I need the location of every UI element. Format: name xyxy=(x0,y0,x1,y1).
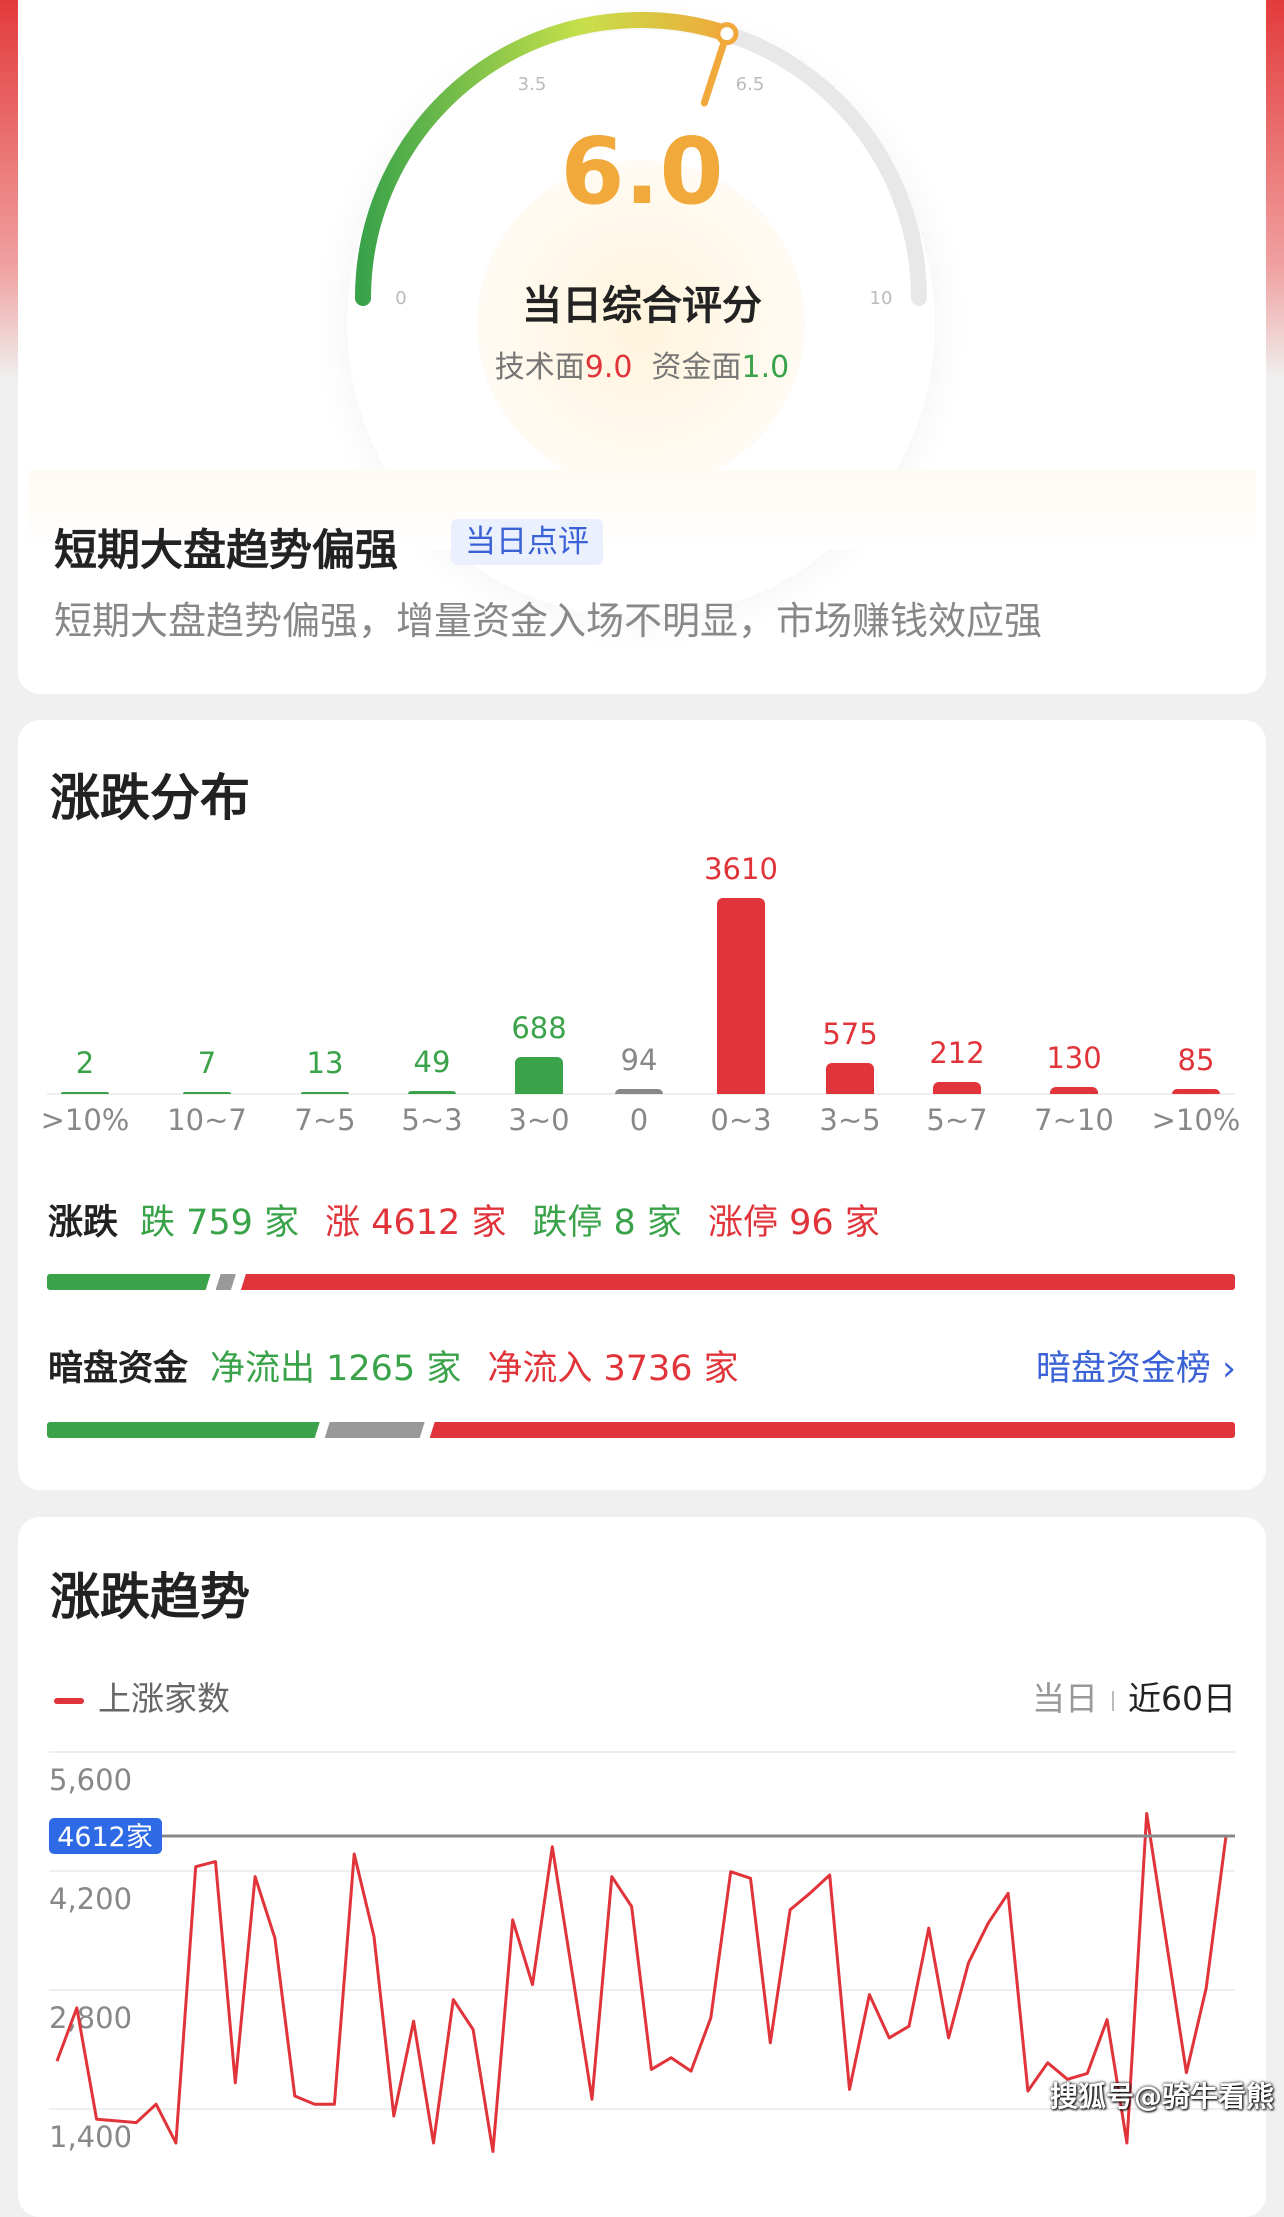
tech-label: 技术面 xyxy=(494,350,585,385)
dark-pool-ranking-link[interactable]: 暗盘资金榜 › xyxy=(1036,1340,1236,1391)
bar-value-label: 688 xyxy=(511,1010,567,1045)
flat-segment xyxy=(216,1274,236,1290)
bar-value-label: 130 xyxy=(1046,1040,1102,1075)
outflow-segment xyxy=(47,1422,320,1438)
range-today[interactable]: 当日 xyxy=(1032,1679,1098,1718)
distribution-bar xyxy=(1172,1089,1220,1094)
fall-count: 跌 759 家 xyxy=(140,1203,300,1243)
watermark: 搜狐号@骑牛看熊 xyxy=(1050,2080,1275,2113)
gauge-center xyxy=(477,160,805,488)
rise-count: 涨 4612 家 xyxy=(325,1203,507,1243)
inflow-segment xyxy=(429,1422,1235,1438)
bar-category-label: 0~3 xyxy=(710,1103,772,1137)
bar-value-label: 3610 xyxy=(704,852,778,886)
gauge-tick-label: 0 xyxy=(395,288,406,309)
score-value: 6.0 xyxy=(560,118,724,225)
review-band xyxy=(28,470,1256,550)
dark-pool-row: 暗盘资金 净流出 1265 家净流入 3736 家 xyxy=(48,1340,765,1391)
net-outflow-count: 净流出 1265 家 xyxy=(210,1349,462,1389)
score-breakdown: 技术面9.0 资金面1.0 xyxy=(18,342,1266,386)
gauge-tick-label: 3.5 xyxy=(518,74,547,95)
rise-segment xyxy=(240,1274,1235,1290)
gauge-tick-label: 6.5 xyxy=(736,74,765,95)
distribution-bar xyxy=(515,1056,563,1094)
series-line-rising-count xyxy=(55,1812,1228,2153)
distribution-card: 涨跌分布 2 >10% 7 10~7 13 7~5 49 5~3 688 3~0 94 0 3610 0~… xyxy=(18,720,1266,1490)
limit-down-count: 跌停 8 家 xyxy=(532,1203,682,1243)
range-divider xyxy=(1112,1690,1114,1711)
trend-legend: 上涨家数 xyxy=(54,1672,230,1720)
bar-value-label: 49 xyxy=(413,1045,451,1080)
distribution-bar xyxy=(61,1092,109,1094)
bar-category-label: 3~5 xyxy=(819,1103,881,1137)
distribution-bar xyxy=(615,1088,663,1094)
gauge-knob xyxy=(715,22,739,46)
gauge-needle xyxy=(700,30,731,107)
distribution-title: 涨跌分布 xyxy=(50,769,250,827)
distribution-bar xyxy=(717,898,765,1094)
bar-category-label: 7~10 xyxy=(1034,1103,1114,1137)
range-60d[interactable]: 近60日 xyxy=(1128,1679,1236,1718)
dark-pool-ranking-label: 暗盘资金榜 xyxy=(1035,1349,1211,1389)
review-title: 短期大盘趋势偏强 xyxy=(54,526,398,576)
bar-category-label: 5~3 xyxy=(401,1103,463,1137)
limit-up-count: 涨停 96 家 xyxy=(707,1203,880,1243)
fund-label: 资金面 xyxy=(651,350,742,385)
updown-label: 涨跌 xyxy=(48,1203,119,1243)
bar-value-label: 575 xyxy=(822,1016,878,1051)
dark-pool-ratio-bar xyxy=(47,1422,1235,1438)
score-card: 0 3.5 6.5 10 6.0 当日综合评分 技术面9.0 资金面1.0 短期大盘趋… xyxy=(18,0,1266,694)
bar-category-label: 10~7 xyxy=(167,1103,247,1137)
distribution-chart: 2 >10% 7 10~7 13 7~5 49 5~3 688 3~0 94 0 3610 0~3 575 3… xyxy=(18,720,1266,1150)
bar-category-label: 5~7 xyxy=(926,1103,988,1137)
distribution-bar xyxy=(408,1091,456,1094)
distribution-bar xyxy=(933,1082,981,1094)
neutral-segment xyxy=(325,1422,425,1438)
right-edge-decoration xyxy=(1264,0,1284,380)
net-inflow-count: 净流入 3736 家 xyxy=(487,1349,739,1389)
bar-category-label: >10% xyxy=(40,1103,130,1137)
bar-value-label: 94 xyxy=(620,1042,658,1077)
y-tick-label: 2,800 xyxy=(49,2001,132,2035)
bar-value-label: 85 xyxy=(1177,1043,1215,1078)
y-tick-label: 5,600 xyxy=(49,1763,132,1797)
gauge-value-arc xyxy=(355,12,735,306)
updown-ratio-bar xyxy=(47,1274,1235,1290)
y-tick-label: 1,400 xyxy=(49,2120,132,2154)
range-switch: 当日 近60日 xyxy=(1032,1672,1236,1720)
distribution-bar xyxy=(301,1092,349,1094)
distribution-bar xyxy=(1050,1086,1098,1094)
bar-value-label: 7 xyxy=(197,1046,217,1080)
bar-value-label: 2 xyxy=(75,1046,95,1080)
updown-row: 涨跌跌 759 家涨 4612 家跌停 8 家涨停 96 家 xyxy=(48,1194,906,1245)
distribution-bar xyxy=(826,1062,874,1094)
review-tag: 当日点评 xyxy=(451,519,603,565)
score-title: 当日综合评分 xyxy=(522,283,762,329)
trend-card: 涨跌趋势 上涨家数 当日 近60日 5,600 4,200 2,800 1,400 461… xyxy=(18,1517,1266,2217)
tech-value: 9.0 xyxy=(584,350,633,385)
y-tick-label: 4,200 xyxy=(49,1882,132,1916)
bar-value-label: 212 xyxy=(929,1036,985,1071)
bar-value-label: 13 xyxy=(306,1046,344,1080)
bar-category-label: >10% xyxy=(1151,1103,1241,1137)
fall-segment xyxy=(47,1274,211,1290)
chevron-right-icon: › xyxy=(1222,1349,1236,1389)
dark-pool-label: 暗盘资金 xyxy=(48,1349,189,1389)
current-value-badge xyxy=(49,1817,162,1854)
bar-category-label: 0 xyxy=(629,1103,649,1137)
fund-value: 1.0 xyxy=(741,350,790,385)
current-value-label: 4612家 xyxy=(57,1822,153,1853)
trend-title: 涨跌趋势 xyxy=(50,1568,250,1626)
distribution-bar xyxy=(183,1092,231,1094)
legend-label: 上涨家数 xyxy=(98,1679,230,1718)
bar-category-label: 7~5 xyxy=(294,1103,356,1137)
left-edge-decoration xyxy=(0,0,20,380)
gauge-tick-label: 10 xyxy=(870,288,893,309)
score-gauge: 0 3.5 6.5 10 xyxy=(355,12,927,309)
legend-swatch xyxy=(54,1697,84,1704)
review-description: 短期大盘趋势偏强，增量资金入场不明显，市场赚钱效应强 xyxy=(54,599,1043,643)
bar-category-label: 3~0 xyxy=(508,1103,570,1137)
bar-baseline xyxy=(47,1093,1235,1095)
